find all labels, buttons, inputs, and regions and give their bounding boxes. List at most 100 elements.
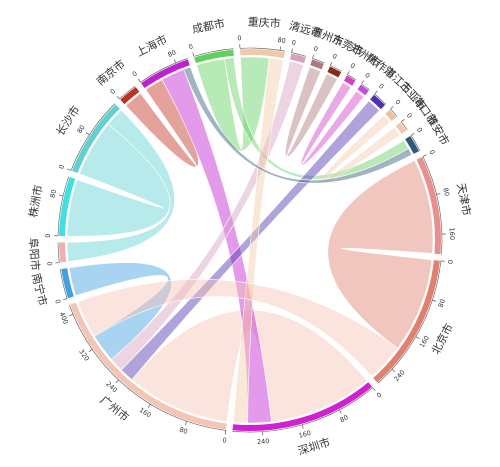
- axis-arc: [401, 121, 408, 131]
- tick-mark: [192, 52, 195, 57]
- ribbon: [110, 60, 304, 371]
- tick-mark: [63, 298, 68, 301]
- tick-mark: [115, 379, 119, 384]
- node-arc: [61, 268, 74, 299]
- tick-label: 0: [349, 61, 357, 70]
- node-label: 天津市: [454, 182, 474, 217]
- tick-label: 160: [448, 228, 456, 241]
- ribbon: [66, 109, 175, 262]
- tick-label: 0: [44, 233, 52, 237]
- tick-label: 80: [49, 189, 59, 199]
- node-label: 成都市: [191, 16, 226, 36]
- tick-label: 400: [58, 311, 70, 326]
- tick-label: 0: [331, 52, 338, 61]
- tick-mark: [339, 409, 342, 414]
- tick-label: 80: [167, 48, 178, 59]
- ribbon: [125, 79, 199, 168]
- node-arc: [370, 94, 386, 110]
- node-label: 广州市: [98, 393, 132, 425]
- tick-mark: [432, 299, 437, 302]
- tick-label: 0: [45, 261, 53, 266]
- tick-label: 0: [131, 70, 139, 79]
- ribbon: [224, 57, 409, 180]
- tick-mark: [374, 90, 378, 95]
- tick-mark: [185, 421, 188, 426]
- axis-arc: [377, 260, 442, 384]
- node-arc: [385, 109, 397, 122]
- tick-label: 320: [77, 348, 91, 363]
- ribbon: [320, 114, 401, 184]
- node-label: 上海市: [134, 32, 170, 59]
- tick-label: 160: [418, 334, 431, 349]
- tick-mark: [390, 106, 394, 110]
- tick-label: 80: [75, 124, 86, 135]
- ribbon: [131, 309, 368, 423]
- node-arc: [290, 53, 306, 64]
- tick-label: 0: [188, 42, 194, 51]
- ribbon: [66, 123, 171, 237]
- node-label: 阜阳市: [26, 237, 42, 271]
- tick-mark: [224, 430, 227, 435]
- tick-mark: [279, 46, 282, 51]
- tick-mark: [347, 70, 350, 75]
- axis-arc: [140, 58, 188, 83]
- node-label: 南宁市: [29, 272, 50, 307]
- tick-mark: [401, 119, 405, 123]
- tick-label: 0: [427, 149, 436, 156]
- axis-arc: [347, 74, 357, 81]
- node-arc: [357, 84, 369, 96]
- tick-label: 0: [109, 87, 117, 96]
- tick-mark: [436, 193, 441, 195]
- tick-mark: [59, 194, 64, 197]
- tick-label: 80: [277, 36, 286, 45]
- ribbon: [183, 66, 413, 184]
- node-arc: [71, 104, 120, 173]
- tick-mark: [67, 168, 72, 171]
- node-label: 重庆市: [247, 14, 281, 30]
- tick-label: 0: [53, 298, 62, 304]
- node-arc: [194, 49, 234, 64]
- tick-label: 240: [392, 369, 406, 384]
- node-arc: [327, 66, 342, 78]
- tick-mark: [422, 154, 427, 157]
- axis-arc: [312, 58, 325, 64]
- tick-label: 80: [339, 413, 350, 424]
- tick-mark: [410, 132, 415, 136]
- node-arc: [405, 135, 420, 154]
- tick-label: 0: [405, 112, 414, 120]
- node-arc: [59, 177, 76, 236]
- tick-label: 0: [57, 163, 66, 170]
- tick-mark: [88, 349, 93, 353]
- node-arc: [416, 157, 441, 255]
- node-arc: [232, 382, 373, 431]
- ribbon: [68, 262, 172, 360]
- axis-arc: [70, 103, 116, 171]
- node-label: 南京市: [93, 56, 127, 88]
- ribbon: [161, 69, 272, 424]
- node-arc: [373, 260, 440, 383]
- node-arc: [141, 59, 190, 88]
- axis-arc: [57, 176, 70, 236]
- tick-label: 0: [313, 45, 320, 54]
- axis-arc: [232, 387, 373, 433]
- tick-mark: [137, 78, 141, 83]
- node-label: 株洲市: [26, 184, 46, 219]
- tick-label: 0: [377, 82, 385, 91]
- tick-mark: [116, 95, 120, 100]
- tick-label: 0: [375, 391, 383, 400]
- tick-mark: [415, 336, 420, 340]
- axis-arc: [193, 48, 234, 57]
- tick-label: 0: [447, 259, 455, 264]
- axis-arc: [291, 52, 307, 57]
- tick-label: 0: [291, 38, 297, 47]
- tick-label: 160: [298, 429, 312, 440]
- tick-mark: [391, 368, 396, 373]
- tick-mark: [85, 132, 90, 136]
- tick-mark: [291, 48, 293, 53]
- node-label: 雅安市: [424, 112, 453, 148]
- node-arc: [395, 122, 407, 134]
- tick-mark: [301, 424, 304, 429]
- node-arc: [120, 86, 140, 105]
- tick-mark: [330, 61, 333, 66]
